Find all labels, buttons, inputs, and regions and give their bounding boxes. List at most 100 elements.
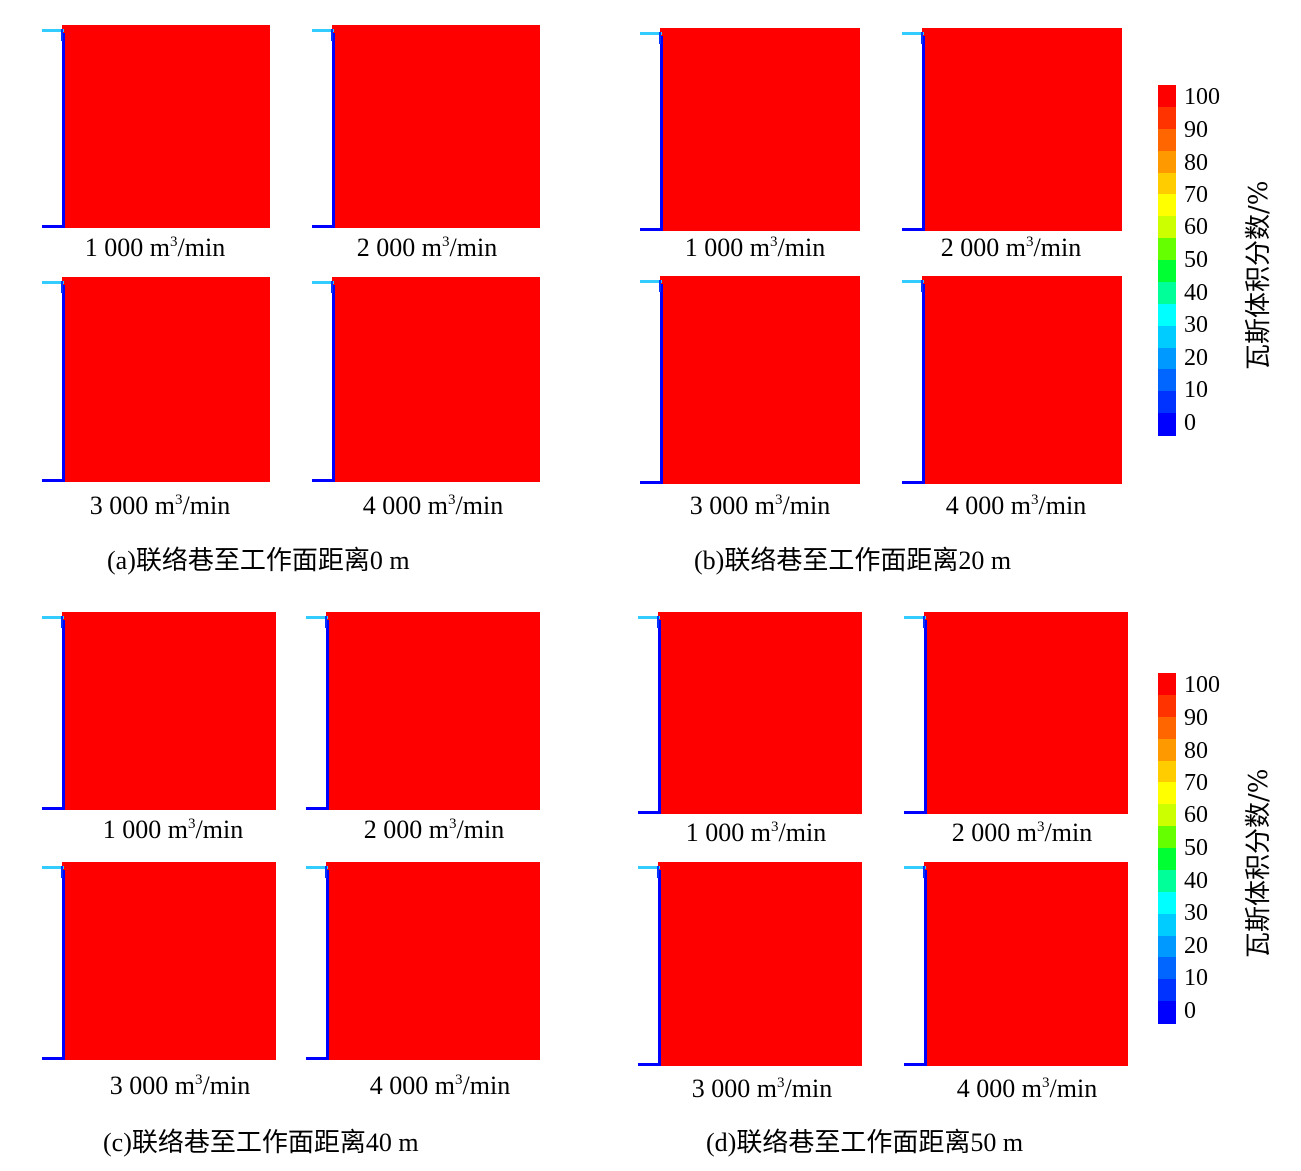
colorbar-tick: 30 xyxy=(1184,900,1208,926)
flow-value: 4 000 xyxy=(945,491,1005,520)
flow-caption-d2: 2 000 m3/min xyxy=(922,818,1122,848)
roadway-segment xyxy=(42,1057,64,1060)
flow-value: 3 000 xyxy=(89,491,149,520)
unit-rate: /min xyxy=(778,818,827,847)
unit-rate: /min xyxy=(195,815,244,844)
contour-band xyxy=(62,612,276,810)
colorbar-swatch xyxy=(1158,172,1176,195)
colorbar-swatch xyxy=(1158,150,1176,174)
contour-band xyxy=(326,612,540,810)
contour-svg xyxy=(638,862,862,1068)
unit: m xyxy=(168,1071,196,1100)
roadway-segment xyxy=(904,1063,926,1066)
colorbar-tick: 70 xyxy=(1184,182,1208,208)
flow-value: 4 000 xyxy=(956,1074,1016,1103)
contour-band xyxy=(922,28,1122,231)
roadway-segment xyxy=(42,281,64,284)
colorbar-swatch xyxy=(1158,413,1176,436)
unit: m xyxy=(1004,491,1032,520)
contour-plot-b2 xyxy=(902,28,1122,233)
contour-svg xyxy=(42,277,270,484)
unit: m xyxy=(1010,818,1038,847)
unit: m xyxy=(748,491,776,520)
contour-plot-d2 xyxy=(904,612,1128,816)
colorbar-tick: 10 xyxy=(1184,377,1208,403)
group-label: (a) xyxy=(107,546,136,575)
group-label: (b) xyxy=(694,546,725,575)
unit-rate: /min xyxy=(455,491,504,520)
unit-rate: /min xyxy=(202,1071,251,1100)
flow-value: 3 000 xyxy=(691,1074,751,1103)
unit-rate: /min xyxy=(782,491,831,520)
flow-caption-d1: 1 000 m3/min xyxy=(656,818,856,848)
contour-svg xyxy=(312,277,540,484)
contour-band xyxy=(62,25,270,228)
contour-band xyxy=(62,277,270,482)
contour-svg xyxy=(42,862,276,1062)
colorbar-tick: 0 xyxy=(1184,410,1196,436)
roadway-segment xyxy=(640,228,662,231)
flow-caption-c3: 3 000 m3/min xyxy=(80,1071,280,1101)
unit: m xyxy=(750,1074,778,1103)
unit-exponent: 3 xyxy=(442,234,450,250)
colorbar-bottom: 100 90 80 70 60 50 40 30 20 10 0 瓦斯体积分数/… xyxy=(1158,673,1288,1033)
unit-exponent: 3 xyxy=(195,1072,203,1088)
contour-plot-a2 xyxy=(312,25,540,230)
contour-plot-c4 xyxy=(306,862,540,1062)
contour-svg xyxy=(306,612,540,812)
unit-exponent: 3 xyxy=(1037,819,1045,835)
roadway-segment xyxy=(640,280,662,283)
colorbar-swatch xyxy=(1158,760,1176,783)
flow-caption-a3: 3 000 m3/min xyxy=(60,491,260,521)
colorbar-swatch xyxy=(1158,347,1176,370)
roadway-segment xyxy=(640,481,662,484)
contour-svg xyxy=(902,276,1122,486)
colorbar-title: 瓦斯体积分数/% xyxy=(1244,180,1274,370)
unit-exponent: 3 xyxy=(1026,234,1034,250)
colorbar-tick: 50 xyxy=(1184,247,1208,273)
colorbar-swatch xyxy=(1158,128,1176,152)
colorbar-tick: 20 xyxy=(1184,933,1208,959)
colorbar-swatch xyxy=(1158,848,1176,871)
roadway-segment xyxy=(42,616,64,619)
flow-value: 1 000 xyxy=(685,818,745,847)
flow-caption-d3: 3 000 m3/min xyxy=(662,1074,862,1104)
contour-band xyxy=(924,862,1128,1066)
colorbar-tick: 10 xyxy=(1184,965,1208,991)
roadway-segment xyxy=(638,616,660,619)
colorbar-swatch xyxy=(1158,238,1176,261)
colorbar-tick: 20 xyxy=(1184,345,1208,371)
colorbar-top: 100 90 80 70 60 50 40 30 20 10 0 瓦斯体积分数/… xyxy=(1158,85,1288,445)
unit-exponent: 3 xyxy=(771,819,779,835)
flow-value: 2 000 xyxy=(356,233,416,262)
flow-value: 3 000 xyxy=(689,491,749,520)
unit-exponent: 3 xyxy=(455,1072,463,1088)
roadway-segment xyxy=(902,280,924,283)
colorbar-tick: 40 xyxy=(1184,280,1208,306)
colorbar-swatch xyxy=(1158,369,1176,392)
unit-exponent: 3 xyxy=(175,492,183,508)
flow-caption-c4: 4 000 m3/min xyxy=(340,1071,540,1101)
flow-caption-b3: 3 000 m3/min xyxy=(660,491,860,521)
colorbar-swatch xyxy=(1158,85,1176,108)
flow-value: 3 000 xyxy=(109,1071,169,1100)
contour-plot-d4 xyxy=(904,862,1128,1068)
unit: m xyxy=(428,1071,456,1100)
contour-band xyxy=(332,277,540,482)
contour-band xyxy=(660,28,860,231)
flow-value: 2 000 xyxy=(363,815,423,844)
colorbar-swatch xyxy=(1158,913,1176,937)
unit-exponent: 3 xyxy=(777,1075,785,1091)
contour-plot-c1 xyxy=(42,612,276,812)
contour-band xyxy=(658,862,862,1066)
roadway-segment xyxy=(640,32,662,35)
colorbar-tick: 100 xyxy=(1184,84,1220,110)
flow-value: 1 000 xyxy=(84,233,144,262)
unit-rate: /min xyxy=(1038,491,1087,520)
colorbar-swatch xyxy=(1158,391,1176,414)
roadway-segment xyxy=(312,281,334,284)
roadway-segment xyxy=(312,479,334,482)
colorbar-swatch xyxy=(1158,979,1176,1002)
colorbar-swatch xyxy=(1158,782,1176,805)
flow-caption-d4: 4 000 m3/min xyxy=(927,1074,1127,1104)
